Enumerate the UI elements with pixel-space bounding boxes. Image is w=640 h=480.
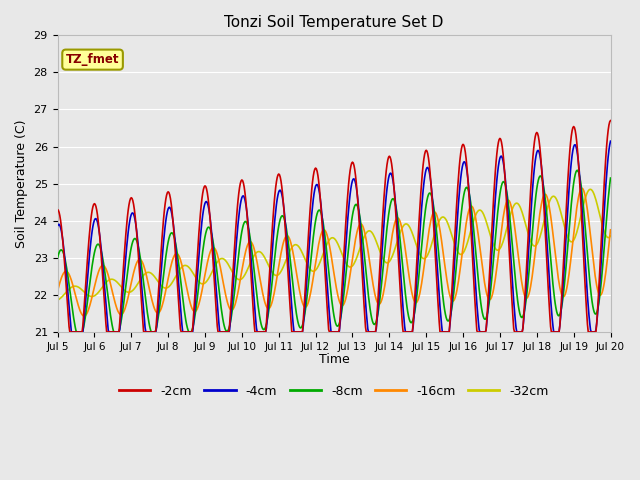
Line: -8cm: -8cm	[58, 170, 611, 332]
Legend: -2cm, -4cm, -8cm, -16cm, -32cm: -2cm, -4cm, -8cm, -16cm, -32cm	[114, 380, 554, 403]
-2cm	[380, 195, 388, 201]
-32cm	[587, 186, 595, 192]
-8cm	[380, 256, 388, 262]
-4cm	[557, 315, 564, 321]
-16cm	[579, 185, 586, 191]
Line: -4cm: -4cm	[58, 141, 611, 332]
-16cm	[435, 219, 442, 225]
-16cm	[607, 227, 614, 233]
-16cm	[54, 288, 61, 294]
-8cm	[73, 329, 81, 335]
X-axis label: Time: Time	[319, 353, 349, 366]
-2cm	[607, 118, 614, 123]
-8cm	[54, 255, 61, 261]
-4cm	[326, 321, 334, 326]
-32cm	[607, 233, 614, 239]
-8cm	[573, 168, 581, 173]
-2cm	[200, 186, 207, 192]
Line: -16cm: -16cm	[58, 188, 611, 316]
-8cm	[200, 243, 207, 249]
Text: TZ_fmet: TZ_fmet	[66, 53, 119, 66]
-4cm	[607, 138, 614, 144]
-32cm	[326, 237, 333, 243]
-16cm	[557, 288, 564, 294]
Line: -2cm: -2cm	[58, 120, 611, 332]
-32cm	[556, 206, 564, 212]
-8cm	[607, 175, 614, 181]
-8cm	[326, 283, 334, 289]
-4cm	[380, 220, 388, 226]
Line: -32cm: -32cm	[58, 189, 611, 300]
-32cm	[380, 256, 387, 262]
Y-axis label: Soil Temperature (C): Soil Temperature (C)	[15, 120, 28, 248]
-32cm	[434, 222, 442, 228]
-16cm	[380, 288, 388, 293]
-16cm	[81, 313, 88, 319]
-2cm	[176, 315, 184, 321]
-2cm	[66, 329, 74, 335]
-4cm	[176, 294, 184, 300]
-4cm	[200, 207, 207, 213]
-2cm	[557, 312, 564, 318]
-16cm	[176, 255, 184, 261]
-32cm	[175, 268, 182, 274]
-32cm	[54, 297, 61, 303]
-16cm	[200, 280, 207, 286]
-8cm	[176, 269, 184, 275]
-4cm	[435, 283, 442, 288]
-16cm	[326, 247, 334, 252]
Title: Tonzi Soil Temperature Set D: Tonzi Soil Temperature Set D	[225, 15, 444, 30]
-2cm	[326, 329, 334, 335]
-8cm	[557, 309, 564, 315]
-4cm	[54, 223, 61, 228]
-4cm	[67, 329, 75, 335]
-8cm	[435, 249, 442, 254]
-32cm	[199, 281, 207, 287]
-2cm	[435, 308, 442, 313]
-2cm	[54, 207, 61, 213]
